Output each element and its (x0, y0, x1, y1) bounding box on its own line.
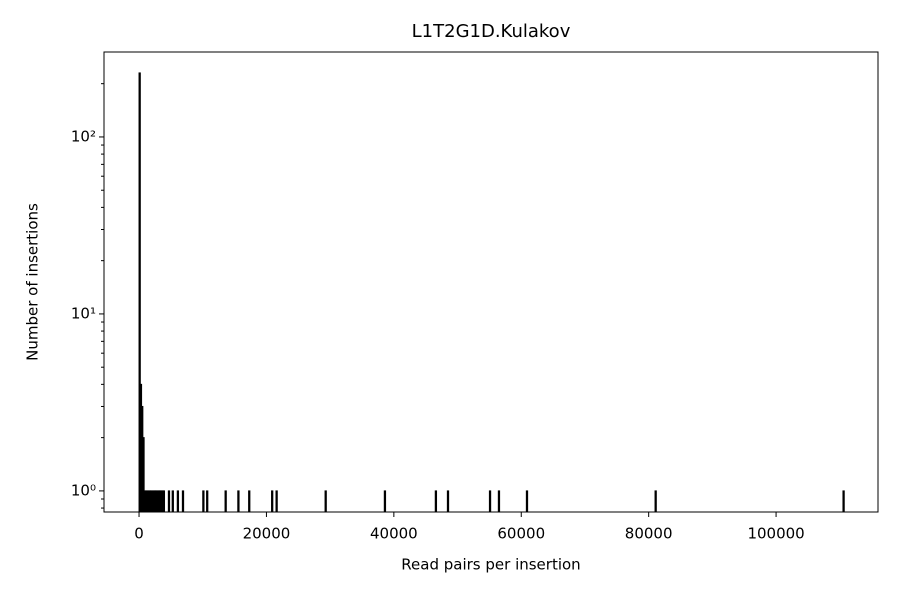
x-tick-label: 80000 (625, 525, 673, 543)
y-tick-label: 10² (71, 127, 96, 145)
bar (497, 490, 501, 513)
y-tick-label: 10¹ (71, 304, 96, 322)
y-tick-label: 10⁰ (71, 481, 96, 499)
bar (171, 490, 174, 513)
bar (176, 490, 180, 513)
bar (434, 490, 438, 513)
bar (446, 490, 450, 513)
x-tick-label: 40000 (370, 525, 418, 543)
bar (525, 490, 529, 513)
bar (181, 490, 185, 513)
bar (202, 490, 205, 513)
x-tick-label: 0 (134, 525, 144, 543)
x-tick-label: 60000 (497, 525, 545, 543)
bar (654, 490, 657, 513)
chart-title: L1T2G1D.Kulakov (412, 21, 571, 42)
bar (324, 490, 327, 513)
y-axis-label: Number of insertions (24, 203, 42, 361)
bar (162, 490, 166, 513)
bar (271, 490, 274, 513)
x-tick-label: 100000 (747, 525, 804, 543)
bar (224, 490, 227, 513)
plot-frame (103, 51, 879, 513)
bar (248, 490, 251, 513)
bar (275, 490, 278, 513)
bar (206, 490, 209, 513)
bar (842, 490, 845, 513)
bar (488, 490, 492, 513)
bar (167, 490, 171, 513)
x-tick-label: 20000 (243, 525, 291, 543)
bar (237, 490, 240, 513)
x-axis-label: Read pairs per insertion (401, 556, 580, 574)
bar (383, 490, 387, 513)
